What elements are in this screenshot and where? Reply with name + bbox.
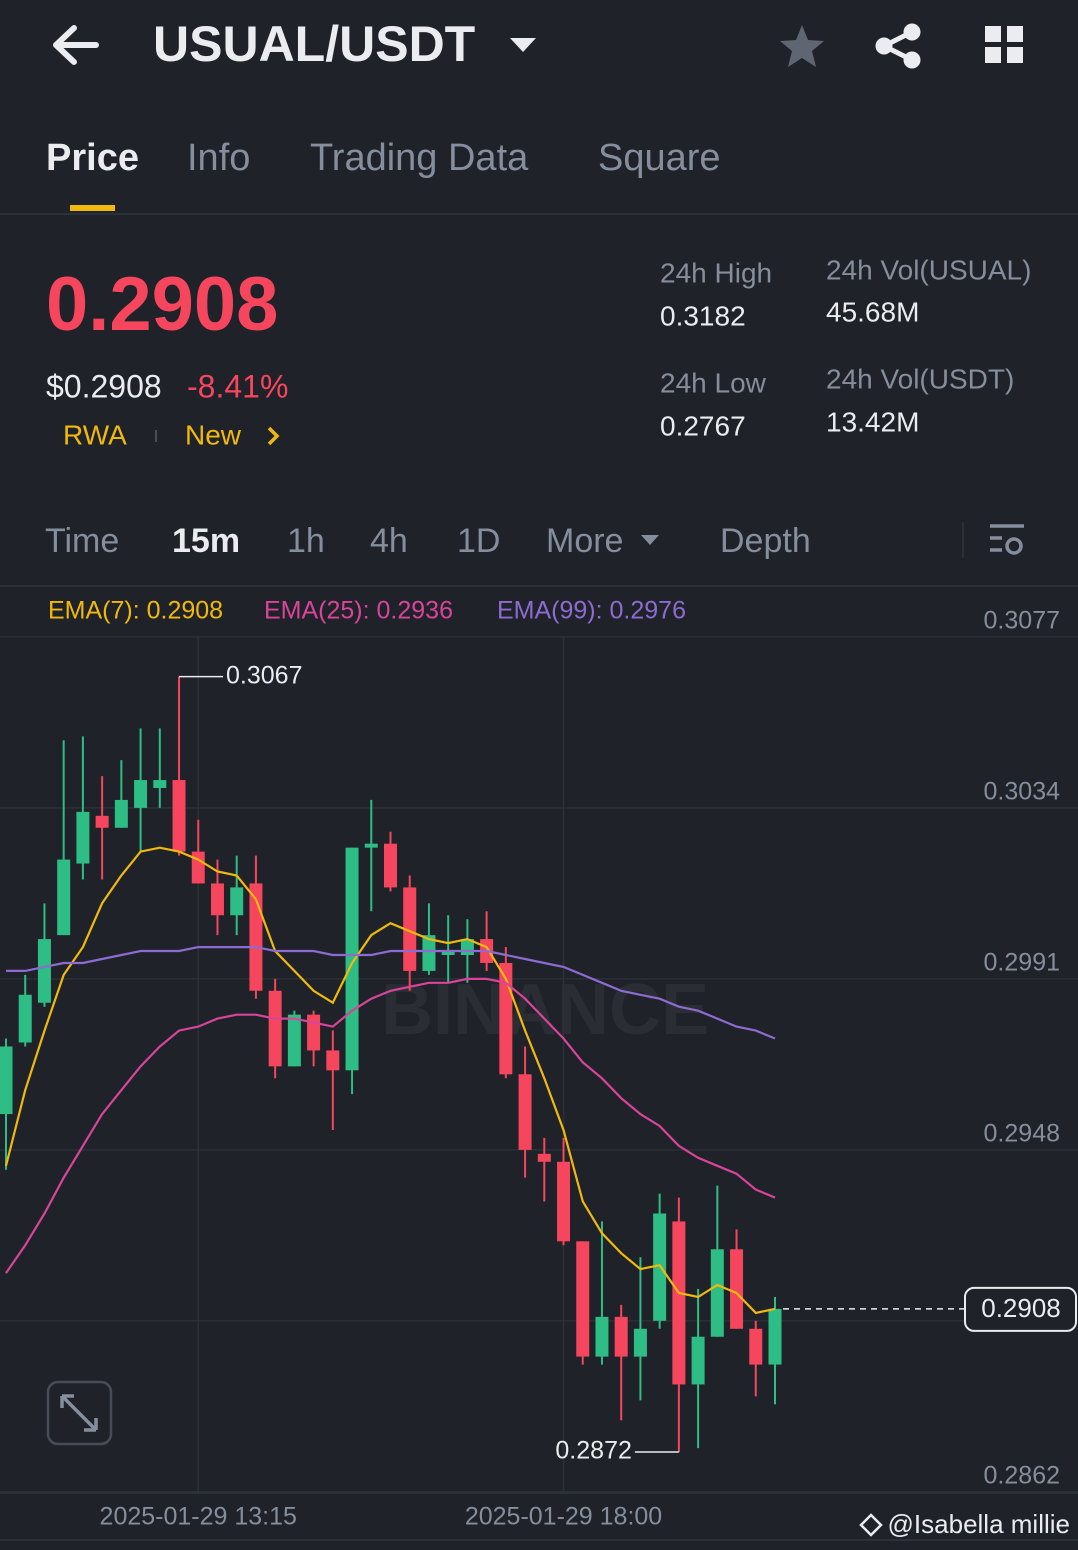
- y-tick-label: 0.3034: [984, 777, 1061, 805]
- interval[interactable]: 1D: [457, 522, 500, 560]
- candle-body: [441, 951, 455, 956]
- legend-entry: EMA(7): 0.2908: [48, 597, 223, 625]
- expand-icon[interactable]: [60, 1394, 98, 1432]
- candle-body: [287, 1014, 301, 1067]
- interval[interactable]: Depth: [720, 522, 811, 560]
- candle-body: [268, 990, 282, 1067]
- last-price-box: [964, 1286, 1077, 1332]
- pair-title[interactable]: USUAL/USDT: [153, 16, 475, 72]
- candle-body: [518, 1074, 532, 1150]
- candle-body: [307, 1014, 321, 1051]
- candle-body: [76, 811, 90, 864]
- candle-body: [191, 851, 205, 884]
- ema-line: [6, 946, 776, 1040]
- back-button[interactable]: [53, 25, 99, 65]
- x-tick-label: 2025-01-29 18:00: [465, 1503, 662, 1531]
- candle-body: [576, 1241, 590, 1357]
- candle-body: [37, 939, 51, 1003]
- usd-price: $0.2908: [46, 368, 162, 404]
- stat-label: 24h Low: [660, 367, 767, 398]
- candle-body: [384, 843, 397, 888]
- expand-button[interactable]: [46, 1380, 113, 1446]
- candle-body: [749, 1328, 763, 1365]
- high-marker-label: 0.3067: [226, 661, 302, 689]
- more-dropdown[interactable]: [641, 535, 659, 545]
- stat-label: 24h Vol(USDT): [826, 363, 1014, 394]
- candle-body: [633, 1328, 647, 1357]
- stat-value: 0.3182: [660, 300, 746, 331]
- candle-body: [364, 843, 378, 848]
- legend-entry: EMA(25): 0.2936: [264, 597, 453, 625]
- candle-body: [172, 780, 186, 852]
- credit: @Isabella millie: [888, 1509, 1070, 1539]
- tag[interactable]: New: [185, 419, 242, 450]
- low-marker-label: 0.2872: [555, 1437, 631, 1465]
- candle-body: [768, 1308, 782, 1365]
- tab[interactable]: Trading Data: [310, 137, 529, 179]
- chart: BINANCE0.30770.30340.29910.29480.29050.2…: [0, 597, 1078, 1531]
- y-tick-label: 0.2948: [984, 1119, 1060, 1147]
- candle-body: [326, 1050, 340, 1071]
- candle-body: [114, 799, 128, 828]
- candle-body: [210, 883, 224, 916]
- candle-body: [730, 1249, 744, 1329]
- interval[interactable]: More: [546, 522, 623, 560]
- candle-body: [595, 1316, 609, 1357]
- stat-value: 0.2767: [660, 410, 746, 441]
- candle-body: [57, 859, 71, 936]
- interval[interactable]: Time: [45, 522, 119, 560]
- candle-body: [672, 1221, 686, 1385]
- y-tick-label: 0.2991: [984, 948, 1060, 976]
- stat-label: 24h High: [660, 257, 772, 288]
- candle-body: [230, 887, 244, 916]
- interval[interactable]: 15m: [172, 522, 240, 560]
- candle-body: [537, 1153, 551, 1162]
- candle-body: [710, 1249, 724, 1337]
- interval[interactable]: 1h: [287, 522, 325, 560]
- candle-body: [557, 1161, 571, 1242]
- candle-body: [95, 815, 109, 828]
- legend-entry: EMA(99): 0.2976: [497, 597, 686, 625]
- ema-line: [5, 977, 776, 1274]
- candle-body: [153, 780, 167, 789]
- price-change: -8.41%: [187, 368, 288, 404]
- chart-settings-icon[interactable]: [990, 524, 1024, 555]
- stat-label: 24h Vol(USUAL): [826, 254, 1031, 285]
- credit-icon: [859, 1513, 883, 1537]
- favorite-icon[interactable]: [780, 25, 824, 67]
- candle-body: [0, 1046, 13, 1115]
- candle-body: [18, 994, 32, 1043]
- candle-body: [614, 1316, 628, 1357]
- ema-line: [4, 846, 776, 1315]
- layout-icon[interactable]: [985, 26, 1023, 63]
- tab-indicator: [70, 205, 115, 211]
- candle-body: [499, 962, 513, 1075]
- tab[interactable]: Price: [46, 137, 139, 179]
- interval[interactable]: 4h: [370, 522, 408, 560]
- candle-body: [691, 1336, 705, 1385]
- candle-body: [422, 935, 436, 971]
- stat-value: 45.68M: [826, 296, 919, 327]
- y-tick-label: 0.3077: [984, 607, 1060, 635]
- tag[interactable]: RWA: [63, 419, 127, 450]
- tag-chevron[interactable]: [267, 426, 280, 446]
- last-price-label: 0.2908: [981, 1293, 1061, 1323]
- tab[interactable]: Square: [598, 137, 721, 179]
- y-tick-label: 0.2862: [984, 1461, 1060, 1489]
- candle-body: [345, 847, 359, 1071]
- x-tick-label: 2025-01-29 13:15: [100, 1503, 297, 1531]
- candle-body: [134, 780, 148, 808]
- pair-dropdown[interactable]: [510, 38, 536, 52]
- last-price: 0.2908: [46, 262, 278, 347]
- tab[interactable]: Info: [187, 137, 250, 179]
- share-icon[interactable]: [875, 23, 921, 69]
- stat-value: 13.42M: [826, 406, 919, 437]
